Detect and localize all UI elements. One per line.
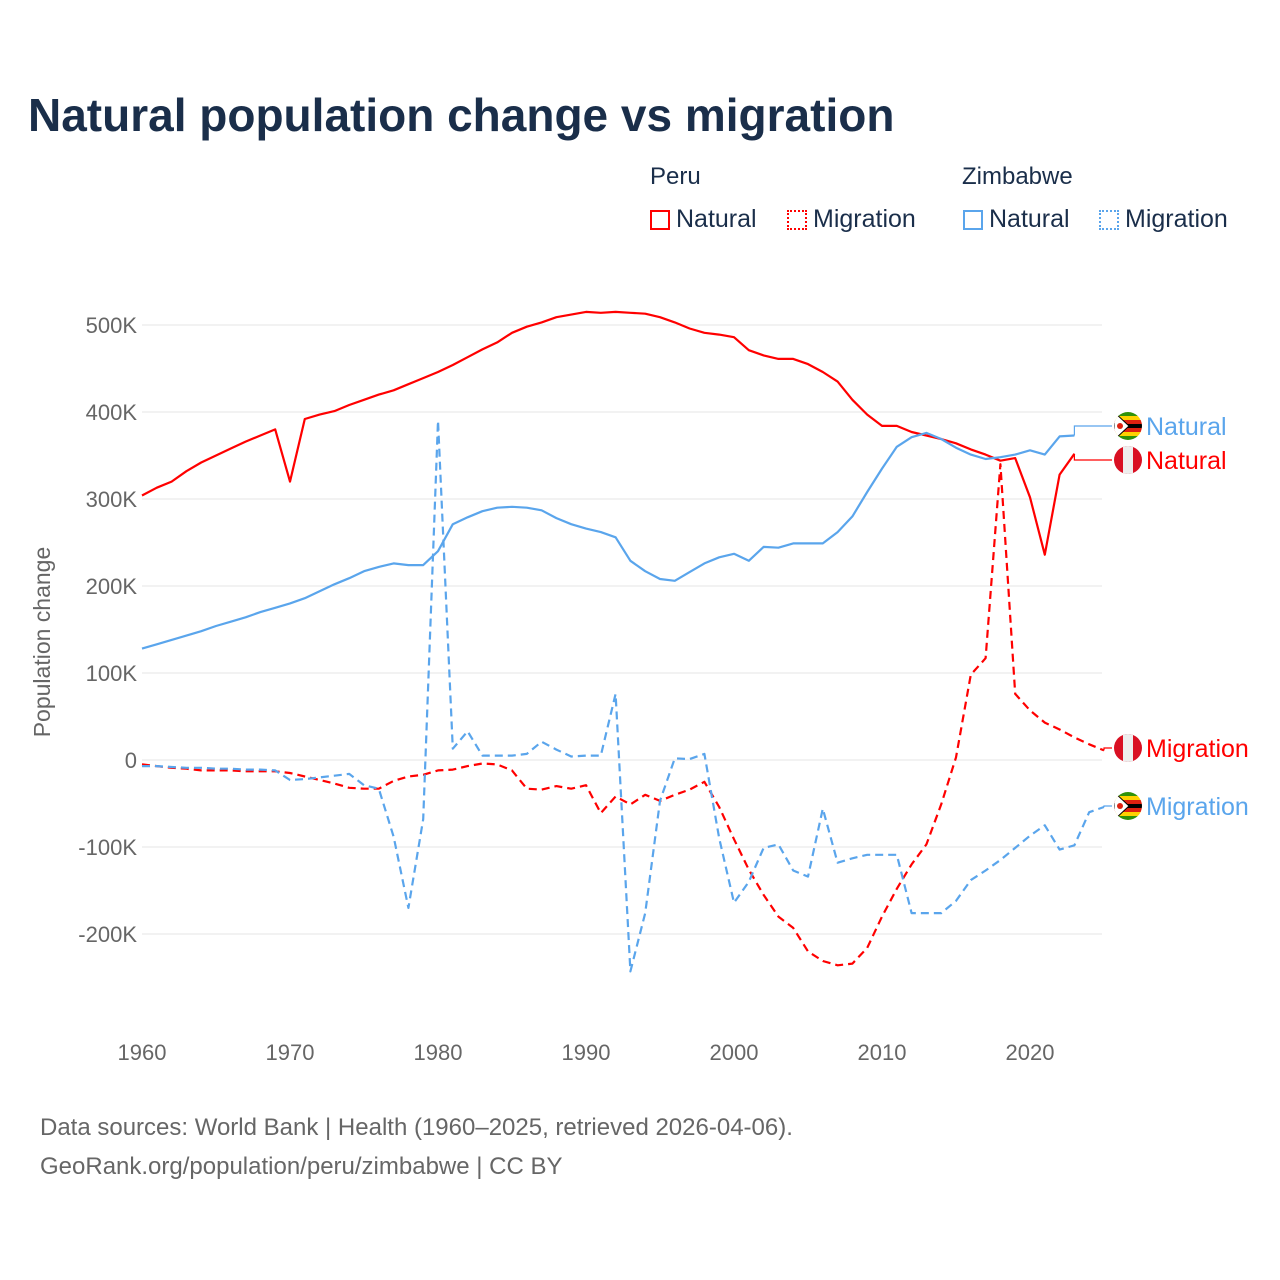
- x-tick-label: 1960: [118, 1040, 167, 1065]
- legend-label: Migration: [813, 205, 916, 233]
- y-tick-label: 200K: [86, 574, 138, 599]
- peru-flag-icon: [1114, 734, 1142, 762]
- y-tick-label: -100K: [78, 835, 137, 860]
- y-axis-label: Population change: [29, 547, 55, 738]
- series-line-zimbabwe-natural[interactable]: [141, 431, 1075, 650]
- y-tick-label: 300K: [86, 487, 138, 512]
- footer: Data sources: World Bank | Health (1960–…: [40, 1108, 793, 1186]
- end-label: Migration: [1146, 793, 1249, 821]
- end-label: Natural: [1146, 447, 1227, 475]
- legend-zimbabwe-natural[interactable]: Natural: [963, 205, 1070, 234]
- y-tick-label: 100K: [86, 661, 138, 686]
- x-tick-label: 2000: [710, 1040, 759, 1065]
- legend-peru-natural[interactable]: Natural: [650, 205, 757, 234]
- end-label: Natural: [1146, 413, 1227, 441]
- legend-zimbabwe-migration[interactable]: Migration: [1099, 205, 1228, 234]
- legend-swatch-dotted: [787, 209, 807, 230]
- y-tick-label: 0: [125, 748, 137, 773]
- footer-link[interactable]: GeoRank.org/population/peru/zimbabwe | C…: [40, 1153, 563, 1180]
- x-tick-label: 2010: [858, 1040, 907, 1065]
- leader-line: [1073, 425, 1112, 436]
- series-line-peru-migration[interactable]: [141, 463, 1105, 967]
- zimbabwe-flag-icon: [1114, 412, 1142, 440]
- legend-swatch-solid: [650, 209, 670, 230]
- zimbabwe-flag-icon: [1114, 792, 1142, 820]
- x-tick-label: 1980: [414, 1040, 463, 1065]
- leader-line: [1103, 747, 1112, 751]
- series-line-zimbabwe-migration[interactable]: [142, 419, 1105, 973]
- x-tick-label: 2020: [1006, 1040, 1055, 1065]
- y-tick-label: -200K: [78, 922, 137, 947]
- legend-group-peru: Peru: [650, 163, 701, 190]
- footer-sources: Data sources: World Bank | Health (1960–…: [40, 1114, 793, 1141]
- x-tick-label: 1970: [266, 1040, 315, 1065]
- legend-swatch-dotted: [1099, 209, 1119, 230]
- chart-title: Natural population change vs migration: [28, 89, 895, 141]
- end-label: Migration: [1146, 735, 1249, 763]
- series-line-peru-natural[interactable]: [141, 310, 1076, 556]
- leader-line: [1103, 805, 1112, 807]
- legend-label: Migration: [1125, 205, 1228, 233]
- y-tick-label: 500K: [86, 313, 138, 338]
- legend-swatch-solid: [963, 209, 983, 230]
- legend-label: Natural: [989, 205, 1070, 233]
- legend-group-zimbabwe: Zimbabwe: [962, 163, 1073, 190]
- y-tick-label: 400K: [86, 400, 138, 425]
- legend-peru-migration[interactable]: Migration: [787, 205, 916, 234]
- legend-label: Natural: [676, 205, 757, 233]
- leader-line: [1073, 453, 1112, 461]
- x-tick-label: 1990: [562, 1040, 611, 1065]
- peru-flag-icon: [1114, 446, 1142, 474]
